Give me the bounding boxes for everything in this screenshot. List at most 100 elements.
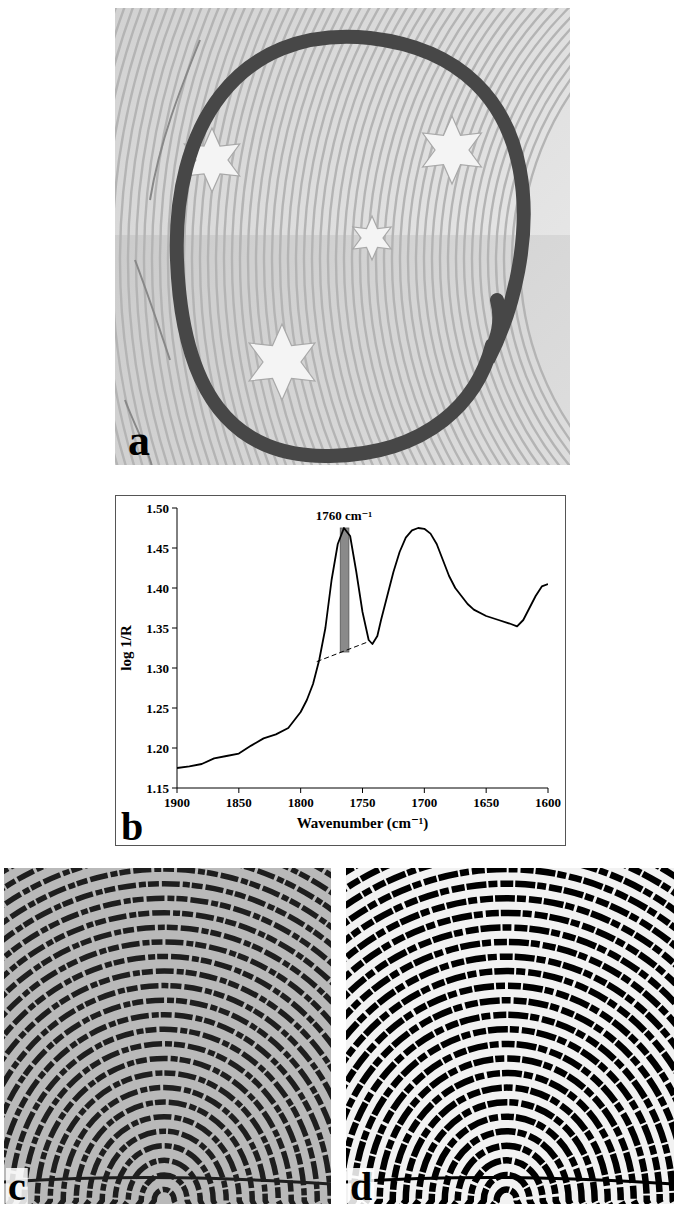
ridge (346, 913, 674, 1204)
guilloche-stripe (320, 8, 570, 465)
x-axis-title: Wavenumber (cm⁻¹) (297, 815, 429, 832)
y-tick (172, 548, 177, 549)
ridge (4, 868, 331, 1204)
ridge (346, 971, 674, 1204)
star (249, 324, 315, 400)
ridge (4, 868, 331, 1204)
cursive-print (125, 40, 200, 465)
guilloche-stripe (115, 8, 570, 465)
guilloche-stripe (424, 8, 570, 465)
guilloche-stripe (136, 8, 570, 465)
guilloche-stripe (115, 8, 570, 465)
ridge (4, 868, 331, 1204)
ridge (4, 927, 331, 1204)
spectrum-line (177, 528, 548, 768)
y-tick (172, 748, 177, 749)
y-tick (172, 668, 177, 669)
x-tick-label: 1750 (350, 795, 376, 810)
ridge (346, 1029, 674, 1204)
x-tick-label: 1850 (226, 795, 252, 810)
guilloche-stripe (115, 8, 570, 465)
y-tick-label: 1.35 (146, 621, 169, 636)
x-tick-label: 1600 (535, 795, 561, 810)
ridge (346, 868, 674, 1204)
x-tick (548, 788, 549, 793)
y-tick (172, 588, 177, 589)
x-tick-label: 1900 (164, 795, 190, 810)
annotation: 1760 cm⁻¹ (316, 508, 373, 523)
guilloche-stripe (208, 8, 570, 465)
ridge (4, 868, 331, 1204)
ridge (4, 868, 331, 1204)
ridge (4, 1029, 331, 1204)
x-tick (362, 788, 363, 793)
ridge (4, 971, 331, 1204)
guilloche-stripe (192, 8, 570, 465)
y-tick-label: 1.45 (146, 541, 169, 556)
y-tick-label: 1.40 (146, 581, 169, 596)
ridge (4, 868, 331, 1204)
ridge (72, 1131, 246, 1204)
star (353, 216, 391, 260)
guilloche-stripe (115, 8, 570, 465)
ridge (346, 868, 674, 1204)
ridge (346, 868, 674, 1204)
ridge (346, 928, 674, 1204)
guilloche-stripe (115, 8, 570, 465)
ridge (346, 868, 674, 1204)
fingerprint-image (4, 868, 331, 1204)
guilloche-stripe (392, 8, 570, 465)
guilloche-stripe (115, 8, 570, 465)
guilloche-stripe (144, 8, 570, 465)
axes: 1.151.201.251.301.351.401.451.5019001850… (146, 501, 561, 811)
guilloche-stripe (312, 8, 570, 465)
ridge (4, 942, 331, 1204)
x-tick (424, 788, 425, 793)
guilloche-stripe (115, 8, 570, 465)
ridge (4, 868, 331, 1204)
ridge (346, 869, 674, 1204)
guilloche-stripe (304, 8, 570, 465)
guilloche-stripe (115, 8, 570, 465)
x-tick-label: 1700 (411, 795, 437, 810)
guilloche-stripe (115, 8, 570, 465)
plot-area (177, 528, 548, 768)
guilloche-stripe (120, 8, 570, 465)
ridge (346, 868, 674, 1204)
ridge (59, 1117, 259, 1204)
guilloche-stripe (200, 8, 570, 465)
guilloche-stripe (115, 8, 570, 465)
ridge (4, 986, 331, 1204)
x-tick-label: 1650 (473, 795, 499, 810)
guilloche-stripe (115, 8, 570, 465)
x-tick (300, 788, 301, 793)
ridge (4, 868, 331, 1204)
integration-band (340, 528, 349, 652)
ridge (346, 898, 674, 1204)
ridge (346, 868, 674, 1204)
guilloche-stripe (115, 8, 570, 465)
ridge (346, 884, 674, 1204)
ridge (363, 1073, 641, 1204)
ridge (4, 1015, 331, 1204)
guilloche-stripe (432, 8, 570, 465)
guilloche-stripe (160, 8, 570, 465)
guilloche-stripe (115, 8, 570, 465)
y-axis-title: log 1/R (118, 625, 134, 671)
y-axis (177, 508, 178, 788)
ridge (4, 868, 331, 1204)
x-tick (238, 788, 239, 793)
y-tick (172, 508, 177, 509)
panel-a-photo (115, 8, 570, 465)
ridge (346, 868, 674, 1204)
ridge (346, 868, 674, 1204)
ridge (4, 868, 331, 1204)
guilloche-stripe (115, 8, 570, 465)
ridge (346, 868, 674, 1204)
guilloche-stripe (115, 8, 570, 465)
y-tick-label: 1.15 (146, 781, 169, 796)
ridge (4, 956, 331, 1204)
ridge (46, 1102, 272, 1204)
guilloche-stripe (115, 8, 570, 465)
guilloche-stripe (176, 8, 570, 465)
